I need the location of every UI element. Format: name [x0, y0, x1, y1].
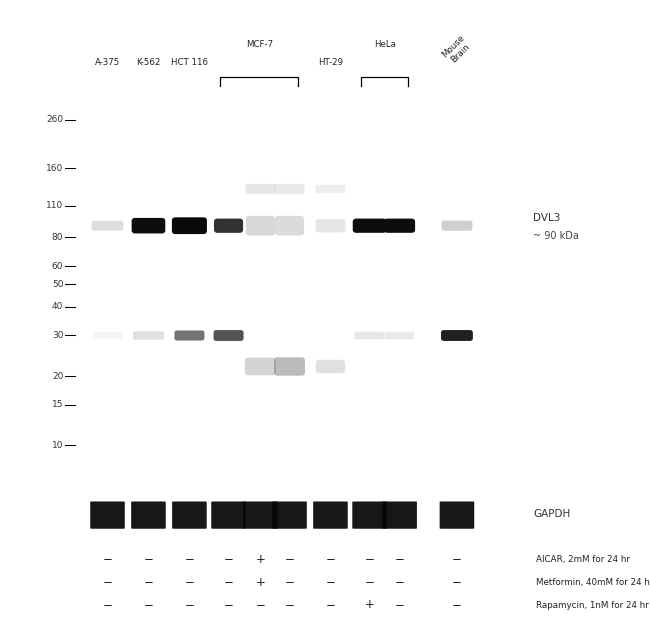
Text: AICAR, 2mM for 24 hr: AICAR, 2mM for 24 hr: [536, 555, 630, 564]
FancyBboxPatch shape: [355, 332, 385, 339]
Text: −: −: [285, 599, 294, 611]
FancyBboxPatch shape: [90, 501, 125, 529]
Text: −: −: [452, 553, 462, 566]
Text: −: −: [395, 576, 404, 589]
FancyBboxPatch shape: [211, 501, 246, 529]
Text: DVL3: DVL3: [534, 213, 561, 223]
Text: 60: 60: [52, 262, 64, 271]
Text: 10: 10: [52, 441, 64, 450]
FancyBboxPatch shape: [133, 331, 164, 339]
Text: −: −: [365, 576, 374, 589]
Text: −: −: [144, 553, 153, 566]
Text: HCT 116: HCT 116: [171, 58, 208, 67]
Text: −: −: [326, 599, 335, 611]
Text: HT-29: HT-29: [318, 58, 343, 67]
FancyBboxPatch shape: [245, 357, 276, 375]
Text: Metformin, 40mM for 24 hr: Metformin, 40mM for 24 hr: [536, 578, 650, 587]
Text: −: −: [285, 576, 294, 589]
Text: −: −: [224, 553, 233, 566]
FancyBboxPatch shape: [172, 501, 207, 529]
Text: −: −: [103, 576, 112, 589]
Text: −: −: [326, 553, 335, 566]
Text: −: −: [255, 599, 265, 611]
FancyBboxPatch shape: [315, 219, 346, 232]
Text: Mouse
Brain: Mouse Brain: [440, 33, 474, 67]
FancyBboxPatch shape: [441, 221, 473, 231]
Text: −: −: [144, 599, 153, 611]
Text: −: −: [326, 576, 335, 589]
Text: −: −: [185, 576, 194, 589]
FancyBboxPatch shape: [382, 501, 417, 529]
FancyBboxPatch shape: [316, 360, 345, 373]
Text: −: −: [185, 553, 194, 566]
FancyBboxPatch shape: [272, 501, 307, 529]
FancyBboxPatch shape: [246, 184, 276, 194]
FancyBboxPatch shape: [313, 501, 348, 529]
FancyBboxPatch shape: [352, 501, 387, 529]
FancyBboxPatch shape: [131, 218, 165, 234]
Text: −: −: [285, 553, 294, 566]
Text: −: −: [103, 553, 112, 566]
Text: 15: 15: [52, 400, 64, 409]
FancyBboxPatch shape: [214, 219, 243, 233]
Text: −: −: [452, 599, 462, 611]
Text: HeLa: HeLa: [374, 40, 396, 49]
FancyBboxPatch shape: [439, 501, 474, 529]
FancyBboxPatch shape: [315, 185, 346, 193]
Text: +: +: [255, 576, 265, 589]
FancyBboxPatch shape: [93, 332, 122, 339]
FancyBboxPatch shape: [246, 216, 275, 236]
FancyBboxPatch shape: [92, 221, 124, 231]
Text: −: −: [395, 553, 404, 566]
Text: K-562: K-562: [136, 58, 161, 67]
Text: −: −: [224, 576, 233, 589]
Text: 50: 50: [52, 280, 64, 289]
Text: 110: 110: [46, 201, 64, 210]
Text: −: −: [395, 599, 404, 611]
Text: −: −: [365, 553, 374, 566]
FancyBboxPatch shape: [174, 331, 204, 341]
Text: −: −: [452, 576, 462, 589]
FancyBboxPatch shape: [274, 184, 304, 194]
FancyBboxPatch shape: [384, 219, 415, 233]
Text: ~ 90 kDa: ~ 90 kDa: [534, 231, 579, 241]
FancyBboxPatch shape: [275, 216, 304, 236]
Text: MCF-7: MCF-7: [246, 40, 273, 49]
FancyBboxPatch shape: [131, 501, 166, 529]
FancyBboxPatch shape: [274, 357, 305, 376]
Text: 160: 160: [46, 164, 64, 172]
Text: Rapamycin, 1nM for 24 hr: Rapamycin, 1nM for 24 hr: [536, 601, 649, 609]
FancyBboxPatch shape: [172, 217, 207, 234]
Text: 20: 20: [52, 371, 64, 381]
FancyBboxPatch shape: [243, 501, 278, 529]
FancyBboxPatch shape: [441, 330, 473, 341]
FancyBboxPatch shape: [214, 330, 244, 341]
FancyBboxPatch shape: [353, 219, 386, 233]
Text: −: −: [144, 576, 153, 589]
Text: 30: 30: [52, 331, 64, 340]
FancyBboxPatch shape: [385, 332, 414, 339]
Text: GAPDH: GAPDH: [534, 509, 571, 519]
Text: +: +: [255, 553, 265, 566]
Text: −: −: [224, 599, 233, 611]
Text: −: −: [103, 599, 112, 611]
Text: 80: 80: [52, 233, 64, 242]
Text: +: +: [365, 599, 374, 611]
Text: 260: 260: [46, 115, 64, 124]
Text: −: −: [185, 599, 194, 611]
Text: 40: 40: [52, 302, 64, 311]
Text: A-375: A-375: [95, 58, 120, 67]
